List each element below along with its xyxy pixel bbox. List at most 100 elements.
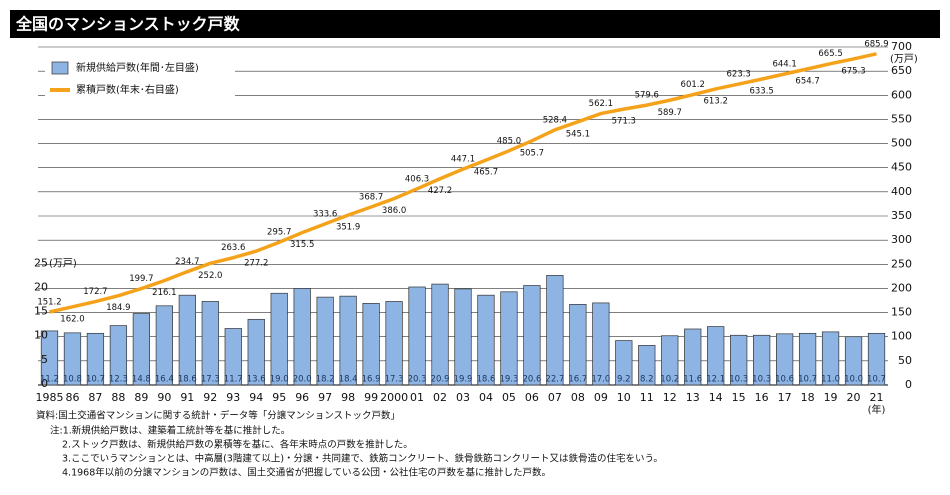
source: 資料:国土交通省マンションに関する統計・データ等「分譲マンションストック戸数」 [36, 410, 400, 422]
bar-value-label: 10.3 [752, 375, 771, 385]
bar [316, 296, 334, 386]
bar-value-label: 10.2 [660, 375, 679, 385]
bar [40, 330, 59, 386]
x-tick-label: 88 [111, 391, 125, 404]
bar-value-label: 9.2 [617, 375, 631, 385]
bar [339, 295, 357, 386]
x-tick-label: 94 [249, 391, 263, 404]
bar [224, 328, 242, 386]
bar-value-label: 19.0 [270, 375, 289, 385]
y-unit: (万戸) [49, 257, 77, 269]
y2-unit: (万戸) [890, 53, 918, 65]
x-tick-label: 12 [663, 391, 677, 404]
bar-value-label: 10.8 [63, 375, 82, 385]
bar [592, 302, 610, 386]
legend-swatch-bar [51, 61, 69, 75]
bar-value-label: 20.3 [408, 375, 427, 385]
line-value-label: 295.7 [267, 228, 291, 238]
x-tick-label: 20 [847, 391, 861, 404]
bar [523, 285, 541, 386]
line-value-label: 199.7 [129, 274, 153, 284]
x-tick-label: 03 [456, 391, 470, 404]
bar [798, 332, 817, 386]
note: 4.1968年以前の分譲マンションの戸数は、国土交通省が把握している公団・公社住… [62, 467, 551, 479]
x-tick-label: 08 [571, 391, 585, 404]
bar-value-label: 20.0 [293, 375, 312, 385]
x-tick-label: 89 [134, 391, 148, 404]
line-value-label: 589.7 [658, 108, 682, 118]
bar [178, 294, 196, 386]
line-value-label: 447.1 [451, 155, 475, 165]
line-value-label: 665.5 [818, 49, 842, 59]
line-value-label: 333.6 [313, 209, 337, 219]
x-tick-label: 17 [778, 391, 792, 404]
y2-tick-label: 300 [891, 233, 912, 246]
line-value-label: 571.3 [612, 117, 636, 127]
bar-value-label: 16.7 [568, 375, 587, 385]
x-unit: (年) [868, 403, 886, 416]
line-value-label: 386.0 [382, 206, 406, 216]
chart-title: 全国のマンションストック戸数 [15, 15, 241, 34]
line-value-label: 216.1 [152, 288, 176, 298]
y-tick-label: 20 [34, 280, 48, 293]
bar-value-label: 11.6 [683, 375, 702, 385]
x-tick-label: 18 [801, 391, 815, 404]
line-value-label: 406.3 [405, 174, 429, 184]
note: 2.ストック戸数は、新規供給戸数の累積等を基に、各年末時点の戸数を推計した。 [62, 439, 413, 451]
x-tick-label: 98 [341, 391, 355, 404]
line-value-label: 528.4 [543, 115, 567, 125]
line-value-label: 623.3 [727, 70, 751, 80]
bar [707, 326, 725, 386]
line-value-label: 427.2 [428, 186, 452, 196]
bar-value-label: 10.7 [867, 375, 886, 385]
x-tick-label: 14 [709, 391, 723, 404]
bar-value-label: 17.0 [591, 375, 610, 385]
bar-value-label: 17.3 [201, 375, 220, 385]
x-tick-label: 91 [180, 391, 194, 404]
bar-value-label: 19.9 [454, 375, 473, 385]
bar [132, 313, 150, 386]
line-value-label: 184.9 [106, 303, 130, 313]
line-value-label: 263.6 [221, 243, 245, 253]
x-tick-label: 01 [410, 391, 424, 404]
bar-value-label: 18.2 [316, 375, 335, 385]
line-series [49, 52, 877, 314]
bar [293, 288, 311, 386]
bar-value-label: 11.0 [821, 375, 840, 385]
line-value-label: 633.5 [749, 87, 773, 97]
x-tick-label: 92 [203, 391, 217, 404]
line-value-label: 485.0 [497, 136, 521, 146]
bar-value-label: 8.2 [640, 375, 654, 385]
bar [477, 294, 495, 386]
bar [638, 345, 656, 386]
y2-tick-label: 700 [891, 40, 912, 53]
line-value-label: 465.7 [474, 168, 498, 178]
bar-value-label: 10.0 [844, 375, 863, 385]
note: 3.ここでいうマンションとは、中高層(3階建て以上)・分譲・共同建で、鉄筋コンク… [62, 453, 663, 465]
y2-tick-label: 150 [891, 306, 912, 319]
line-value-label: 172.7 [83, 287, 107, 297]
y2-tick-label: 550 [891, 112, 912, 125]
x-tick-label: 15 [732, 391, 746, 404]
bar [63, 332, 82, 386]
x-tick-label: 86 [65, 391, 79, 404]
line-value-label: 368.7 [359, 192, 383, 202]
line-value-label: 277.2 [244, 259, 268, 269]
line-value-label: 162.0 [60, 314, 84, 324]
bar [730, 334, 748, 386]
legend-label: 新規供給戸数(年間･左目盛) [76, 61, 199, 74]
bar [844, 336, 863, 386]
bar [201, 301, 219, 386]
x-tick-label: 90 [157, 391, 171, 404]
bar-value-label: 14.8 [132, 375, 151, 385]
x-tick-label: 04 [479, 391, 493, 404]
line-value-label: 601.2 [681, 80, 705, 90]
x-tick-label: 16 [755, 391, 769, 404]
bar [569, 304, 587, 386]
x-tick-label: 02 [433, 391, 447, 404]
line-value-label: 505.7 [520, 148, 544, 158]
line-value-label: 685.9 [864, 39, 888, 49]
y-tick-label: 5 [41, 353, 48, 366]
line-value-label: 351.9 [336, 223, 360, 233]
